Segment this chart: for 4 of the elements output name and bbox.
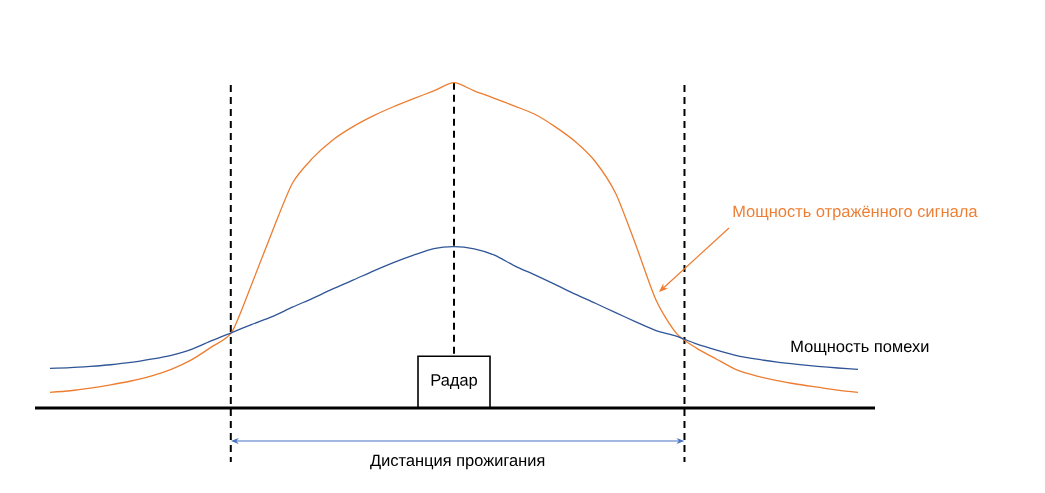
text: Дистанция прожигания bbox=[370, 454, 545, 470]
series-label: Мощность помехи bbox=[791, 340, 929, 356]
text: Мощность отражённого сигнала bbox=[733, 205, 978, 221]
annotation: Радар bbox=[431, 374, 478, 390]
